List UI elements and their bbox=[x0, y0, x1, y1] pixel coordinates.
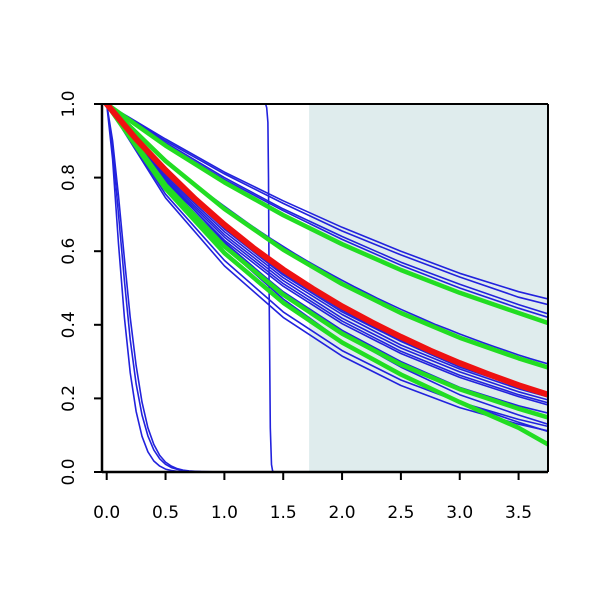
series-line-2 bbox=[105, 104, 548, 306]
series-line-25 bbox=[103, 104, 548, 398]
series-line-21 bbox=[104, 104, 548, 326]
y-tick-label: 0.2 bbox=[59, 385, 79, 412]
series-line-22 bbox=[104, 104, 548, 370]
x-tick-label: 0.0 bbox=[93, 503, 120, 523]
x-tick-label: 2.5 bbox=[387, 503, 414, 523]
y-tick-label: 0.4 bbox=[59, 311, 79, 338]
x-tick-label: 2.0 bbox=[329, 503, 356, 523]
x-tick-label: 0.5 bbox=[152, 503, 179, 523]
axes: 0.0 0.5 1.0 1.5 2.0 2.5 3.0 3.5 0.0 0.2 0.4 0.6 0.8 1… bbox=[59, 90, 549, 523]
y-tick-label: 0.6 bbox=[59, 238, 79, 265]
series-line-24 bbox=[104, 104, 548, 447]
x-tick-label: 1.5 bbox=[270, 503, 297, 523]
series-line-23 bbox=[104, 104, 548, 420]
x-tick-label: 1.0 bbox=[211, 503, 238, 523]
series-line-9 bbox=[105, 104, 548, 401]
series-line-3 bbox=[105, 104, 548, 300]
series-line-8 bbox=[105, 104, 548, 398]
series-line-10 bbox=[105, 104, 548, 404]
series-line-4 bbox=[105, 104, 548, 315]
plot-area bbox=[103, 104, 548, 472]
y-tick-label: 0.0 bbox=[59, 458, 79, 485]
x-tick-label: 3.0 bbox=[446, 503, 473, 523]
series-line-15 bbox=[105, 104, 548, 428]
y-tick-label: 1.0 bbox=[59, 90, 79, 117]
y-tick-label: 0.8 bbox=[59, 164, 79, 191]
x-tick-label: 3.5 bbox=[505, 503, 532, 523]
